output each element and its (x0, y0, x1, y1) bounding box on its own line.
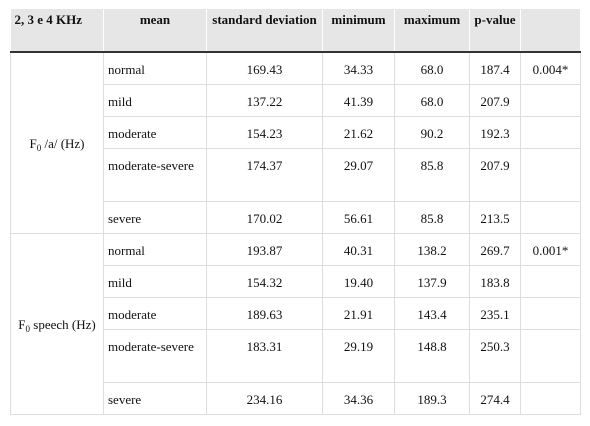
group-label-cell: F0 speech (Hz) (10, 233, 104, 415)
cell-sd: 21.62 (322, 116, 395, 149)
statistics-table: 2, 3 e 4 KHz mean standard deviation min… (10, 9, 581, 415)
cell-grade: normal (103, 233, 207, 266)
cell-min: 143.4 (394, 297, 470, 330)
cell-min: 90.2 (394, 116, 470, 149)
cell-mean: 169.43 (206, 52, 323, 85)
cell-p: 0.001* (520, 233, 581, 266)
cell-max: 269.7 (469, 233, 521, 266)
cell-max: 274.4 (469, 382, 521, 415)
cell-min: 189.3 (394, 382, 470, 415)
group-label-cell: F0 /a/ (Hz) (10, 52, 104, 234)
cell-p (520, 297, 581, 330)
table-row: severe 170.02 56.61 85.8 213.5 (11, 201, 581, 234)
table-body: F0 /a/ (Hz) normal 169.43 34.33 68.0 187.4 0.0… (10, 52, 581, 415)
cell-p (520, 382, 581, 415)
group-label-main: F (18, 316, 26, 332)
cell-mean: 174.37 (206, 148, 323, 202)
cell-grade: mild (103, 84, 207, 117)
cell-max: 207.9 (469, 84, 521, 117)
group-label-subscript: 0 (25, 323, 31, 334)
cell-sd: 21.91 (322, 297, 395, 330)
cell-mean: 154.32 (206, 265, 323, 298)
header-minimum: minimum (322, 9, 395, 53)
cell-max: 207.9 (469, 148, 521, 202)
cell-min: 68.0 (394, 84, 470, 117)
table-row: F0 /a/ (Hz) normal 169.43 34.33 68.0 187.4 0.0… (10, 52, 581, 234)
cell-mean: 183.31 (206, 329, 323, 383)
cell-p (520, 265, 581, 298)
cell-min: 85.8 (394, 148, 470, 202)
cell-sd: 29.07 (322, 148, 395, 202)
table-row: F0 speech (Hz) normal 193.87 40.31 138.2 269.… (10, 233, 581, 415)
cell-p (520, 329, 581, 383)
cell-max: 187.4 (469, 52, 521, 85)
cell-max: 250.3 (469, 329, 521, 383)
header-blank (520, 9, 581, 53)
cell-p (520, 84, 581, 117)
header-p-value: p-value (469, 9, 521, 53)
cell-mean: 170.02 (206, 201, 323, 234)
cell-grade: moderate (103, 116, 207, 149)
cell-min: 148.8 (394, 329, 470, 383)
header-mean: mean (103, 9, 207, 53)
cell-sd: 56.61 (322, 201, 395, 234)
cell-mean: 189.63 (206, 297, 323, 330)
cell-min: 85.8 (394, 201, 470, 234)
cell-sd: 40.31 (322, 233, 395, 266)
cell-sd: 34.36 (322, 382, 395, 415)
table-header: 2, 3 e 4 KHz mean standard deviation min… (10, 9, 581, 53)
cell-max: 213.5 (469, 201, 521, 234)
header-row: 2, 3 e 4 KHz mean standard deviation min… (10, 9, 581, 53)
cell-sd: 19.40 (322, 265, 395, 298)
table-row: mild 137.22 41.39 68.0 207.9 (11, 84, 581, 117)
cell-mean: 234.16 (206, 382, 323, 415)
cell-p: 0.004* (520, 52, 581, 85)
table-row: moderate-severe 174.37 29.07 85.8 207.9 (11, 148, 581, 202)
cell-p (520, 201, 581, 234)
group-label-unit: /a/ (Hz) (41, 135, 85, 151)
table-row: moderate 189.63 21.91 143.4 235.1 (11, 297, 581, 330)
cell-p (520, 116, 581, 149)
cell-sd: 34.33 (322, 52, 395, 85)
table-row: mild 154.32 19.40 137.9 183.8 (11, 265, 581, 298)
cell-grade: mild (103, 265, 207, 298)
header-standard-deviation: standard deviation (206, 9, 323, 53)
cell-p (520, 148, 581, 202)
header-frequency-group: 2, 3 e 4 KHz (10, 9, 104, 53)
cell-mean: 193.87 (206, 233, 323, 266)
cell-max: 183.8 (469, 265, 521, 298)
cell-sd: 29.19 (322, 329, 395, 383)
cell-grade: moderate-severe (103, 329, 207, 383)
group-label-subscript: 0 (36, 142, 42, 153)
cell-sd: 41.39 (322, 84, 395, 117)
cell-grade: severe (103, 201, 207, 234)
cell-max: 192.3 (469, 116, 521, 149)
cell-grade: severe (103, 382, 207, 415)
table-row: moderate-severe 183.31 29.19 148.8 250.3 (11, 329, 581, 383)
cell-min: 137.9 (394, 265, 470, 298)
table-row: moderate 154.23 21.62 90.2 192.3 (11, 116, 581, 149)
cell-mean: 154.23 (206, 116, 323, 149)
cell-min: 138.2 (394, 233, 470, 266)
cell-grade: moderate-severe (103, 148, 207, 202)
cell-min: 68.0 (394, 52, 470, 85)
group-label-unit: speech (Hz) (30, 316, 96, 332)
cell-max: 235.1 (469, 297, 521, 330)
cell-grade: moderate (103, 297, 207, 330)
cell-grade: normal (103, 52, 207, 85)
header-maximum: maximum (394, 9, 470, 53)
group-label-main: F (29, 135, 37, 151)
table-row: severe 234.16 34.36 189.3 274.4 (11, 382, 581, 415)
cell-mean: 137.22 (206, 84, 323, 117)
